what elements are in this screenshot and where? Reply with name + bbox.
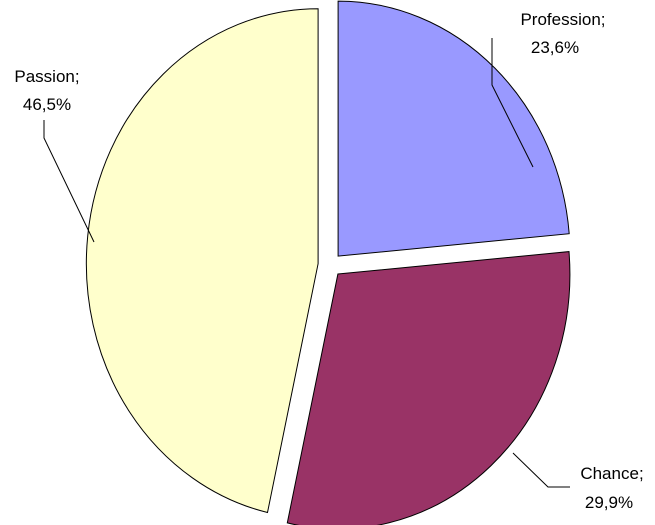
label-profession: Profession; (520, 10, 605, 29)
label-chance-name: Chance (580, 464, 639, 483)
label-passion-name: Passion (14, 67, 74, 86)
data-labels: Profession; 23,6% Chance; 29,9% Passion;… (14, 10, 643, 512)
pie-slices (85, 0, 571, 525)
label-chance-separator: ; (639, 464, 644, 483)
label-passion: Passion; (14, 67, 79, 86)
value-profession: 23,6% (531, 38, 579, 57)
leader-line-passion (43, 120, 95, 243)
label-chance: Chance; (580, 464, 643, 483)
label-profession-separator: ; (601, 10, 606, 29)
slice-chance (286, 251, 571, 525)
value-chance: 29,9% (585, 493, 633, 512)
value-passion: 46,5% (23, 95, 71, 114)
leader-line-profession (491, 38, 534, 168)
leader-line-chance (512, 452, 570, 488)
slice-profession (337, 0, 570, 257)
label-profession-name: Profession (520, 10, 600, 29)
label-passion-separator: ; (75, 67, 80, 86)
slice-passion (85, 8, 319, 514)
leader-lines (43, 38, 570, 488)
